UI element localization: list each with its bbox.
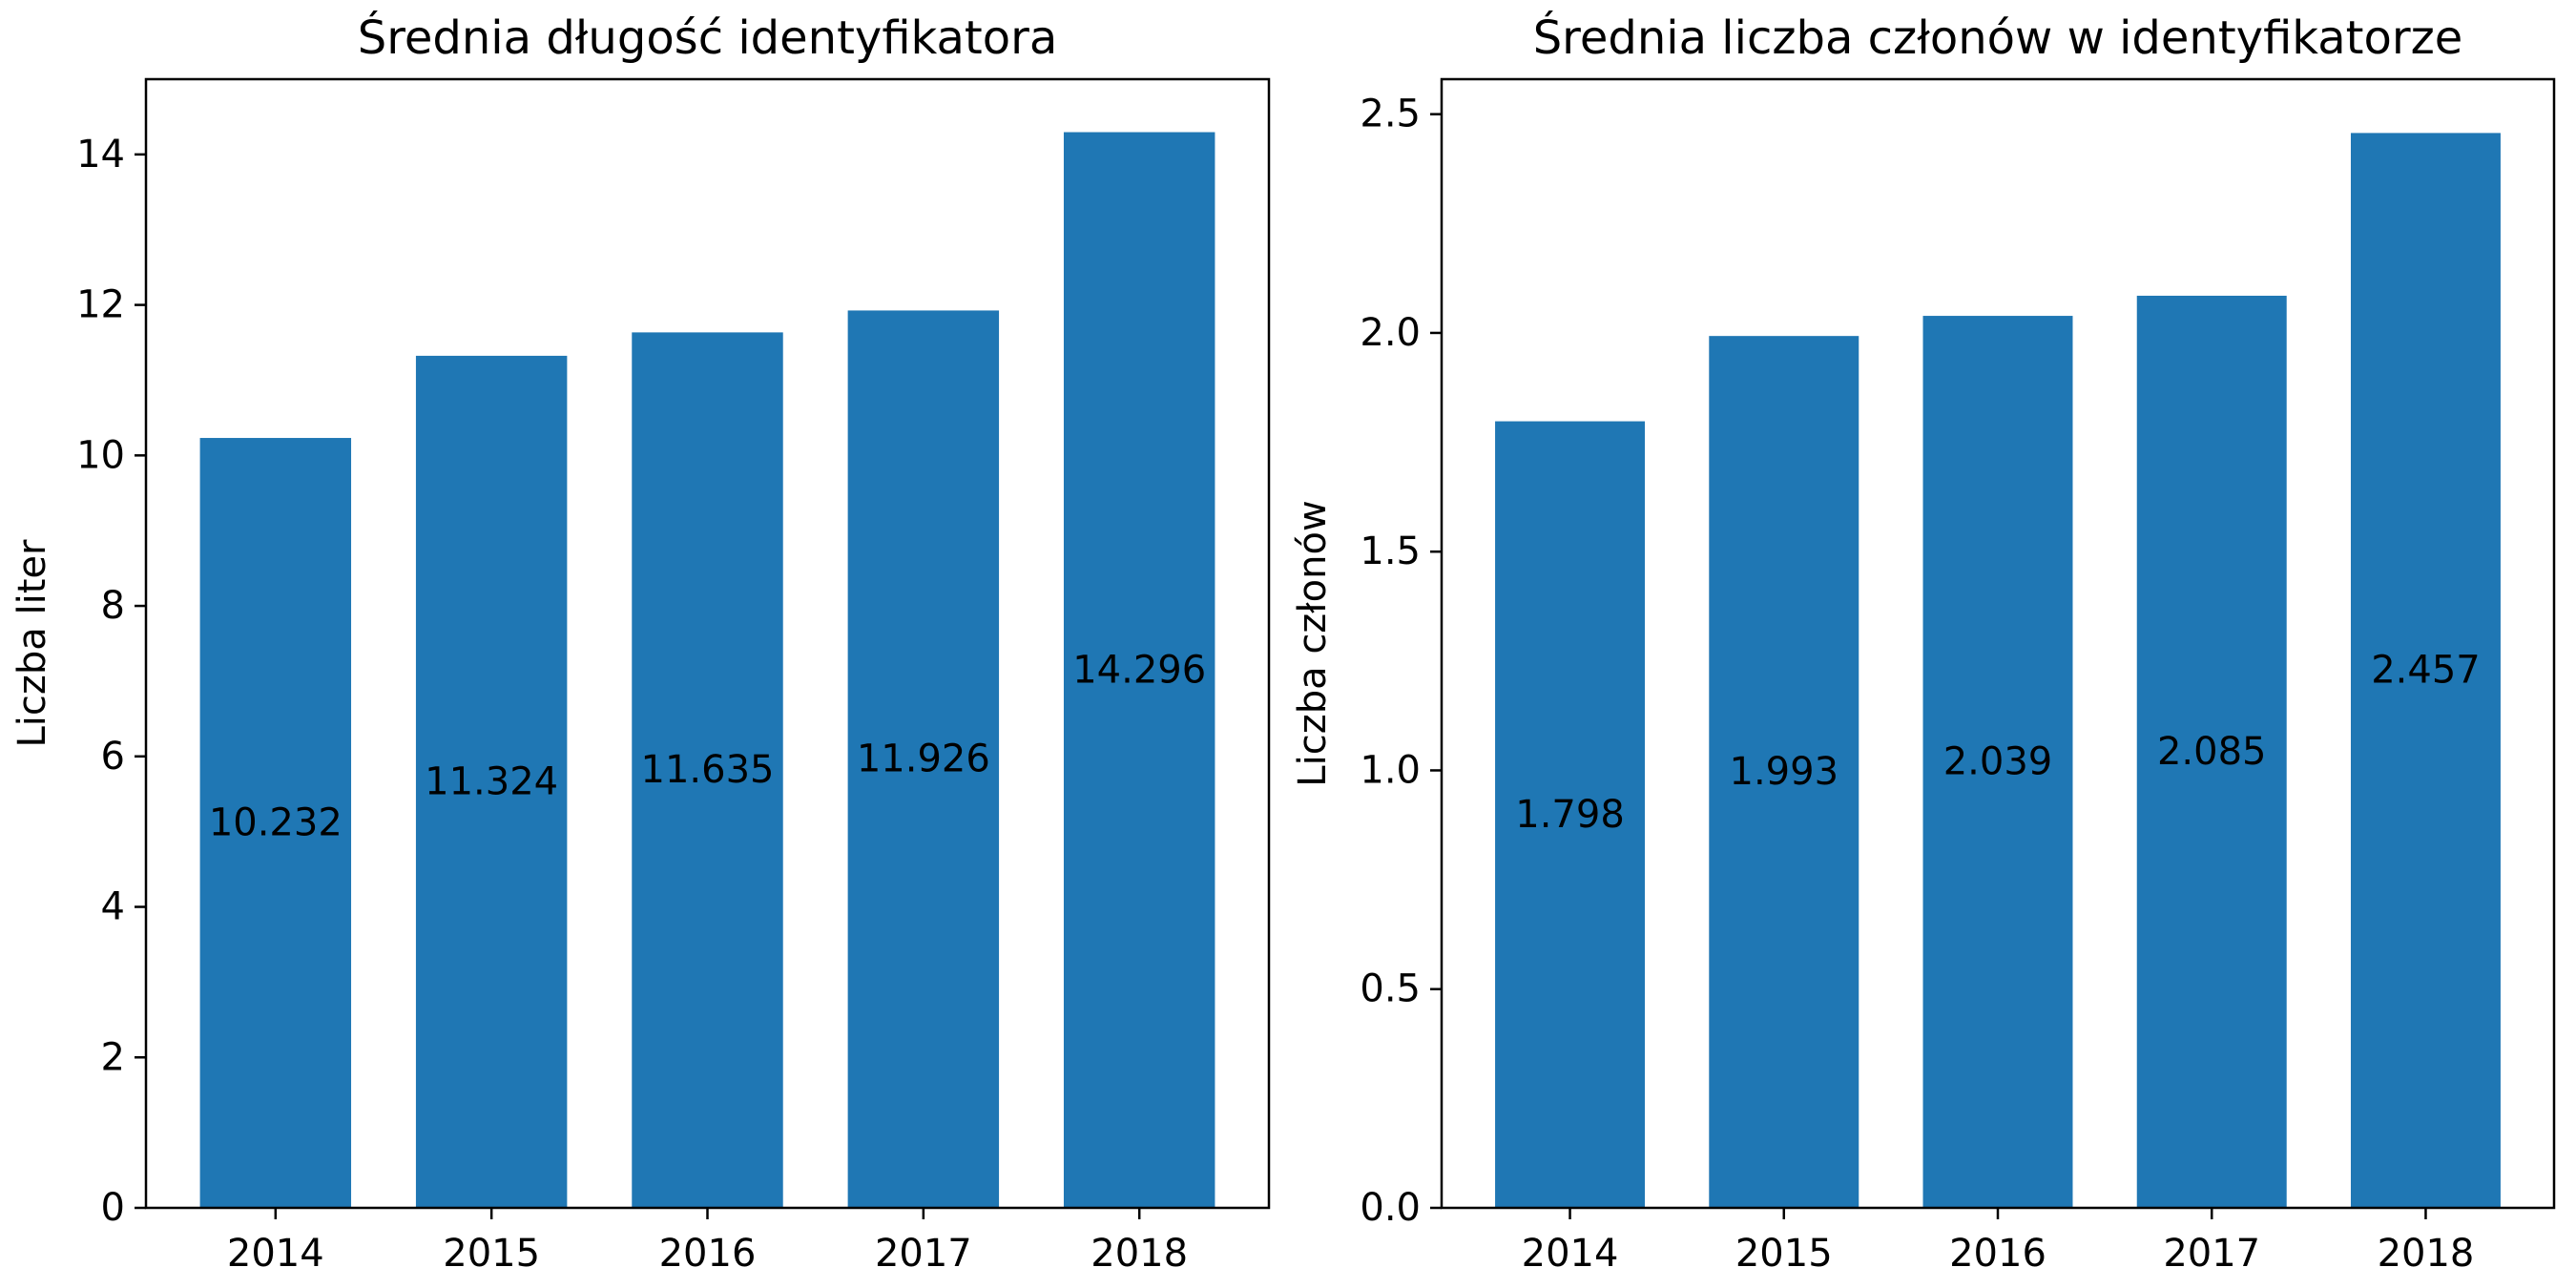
x-tick-label-2016: 2016	[659, 1232, 757, 1276]
bar-2015	[415, 355, 568, 1208]
x-tick-label-2018: 2018	[2378, 1232, 2475, 1276]
y-tick-label: 0.0	[1360, 1186, 1421, 1230]
data-label-2015: 11.324	[425, 759, 558, 803]
data-label-2017: 11.926	[857, 737, 990, 781]
bar-2015	[1709, 336, 1859, 1209]
x-tick-label-2017: 2017	[2163, 1232, 2260, 1276]
y-tick-label: 10	[76, 433, 125, 477]
x-tick-label-2018: 2018	[1091, 1232, 1188, 1276]
data-label-2016: 2.039	[1943, 740, 2053, 784]
bar-2017	[847, 310, 1000, 1208]
bar-2016	[632, 332, 783, 1208]
data-label-2018: 2.457	[2371, 649, 2481, 693]
y-axis-label: Liczba liter	[10, 539, 54, 748]
y-tick-label: 2.0	[1360, 311, 1421, 355]
chart-title: Średnia liczba członów w identyfikatorze	[1533, 10, 2463, 65]
y-tick-label: 8	[101, 584, 125, 628]
y-tick-label: 2.5	[1360, 93, 1421, 136]
data-label-2018: 14.296	[1072, 648, 1206, 692]
bar-2018	[1063, 132, 1215, 1209]
y-tick-label: 4	[101, 885, 125, 929]
x-tick-label-2015: 2015	[1735, 1232, 1833, 1276]
y-tick-label: 2	[101, 1035, 125, 1079]
chart-average-identifier-length: 10.232 11.324 11.635 11.926 14.296 0 2 4 6 8 10 12 1…	[10, 10, 1271, 1276]
data-label-2016: 11.635	[641, 748, 775, 792]
x-tick-label-2017: 2017	[875, 1232, 972, 1276]
bar-2016	[1922, 316, 2073, 1208]
y-tick-label: 0.5	[1360, 967, 1421, 1011]
x-tick-label-2014: 2014	[227, 1232, 324, 1276]
bar-2018	[2350, 133, 2501, 1209]
chart-average-segments-per-identifier: 1.798 1.993 2.039 2.085 2.457 0.0 0.5 1.0 1.5 2.0…	[1291, 10, 2556, 1276]
bar-2014	[199, 438, 352, 1208]
y-tick-label: 12	[76, 283, 125, 327]
data-label-2014: 10.232	[209, 801, 343, 845]
x-tick-label-2014: 2014	[1522, 1232, 1619, 1276]
y-tick-label: 14	[76, 133, 125, 177]
y-axis-label: Liczba członów	[1291, 500, 1335, 786]
data-label-2015: 1.993	[1730, 750, 1839, 794]
y-tick-label: 1.0	[1360, 748, 1421, 792]
bar-2017	[2136, 295, 2287, 1208]
x-tick-label-2016: 2016	[1949, 1232, 2046, 1276]
y-tick-label: 6	[101, 735, 125, 779]
y-tick-label: 1.5	[1360, 530, 1421, 573]
data-label-2017: 2.085	[2157, 730, 2267, 774]
y-tick-label: 0	[101, 1186, 125, 1230]
bar-2014	[1495, 421, 1646, 1208]
x-tick-label-2015: 2015	[443, 1232, 540, 1276]
chart-title: Średnia długość identyfikatora	[358, 10, 1058, 65]
data-label-2014: 1.798	[1515, 793, 1625, 837]
